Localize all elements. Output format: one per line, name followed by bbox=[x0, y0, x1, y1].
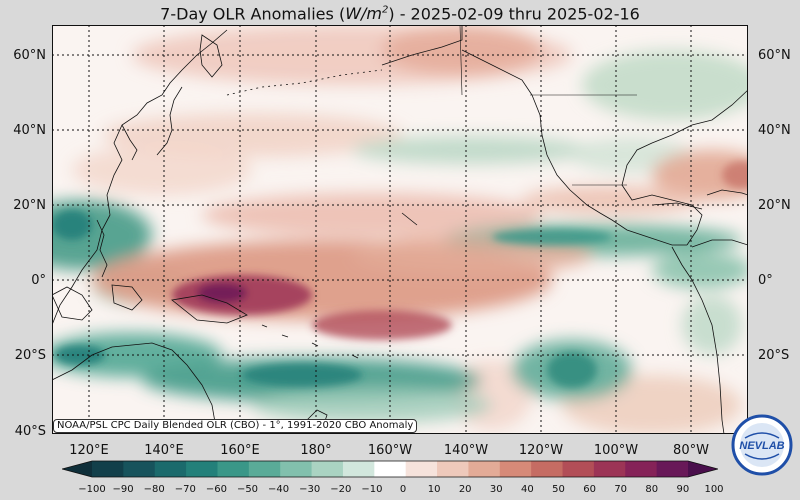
colorbar-min-extend bbox=[62, 461, 92, 477]
lat-label-20s-right: 20°S bbox=[758, 348, 790, 363]
lat-label-40s-left: 40°S bbox=[14, 424, 46, 439]
lon-label-120w: 120°W bbox=[518, 443, 564, 458]
colorbar-cell bbox=[468, 461, 501, 477]
colorbar-tick-label: 90 bbox=[676, 484, 690, 495]
colorbar-tick-label: 40 bbox=[521, 484, 534, 495]
lon-label-80w: 80°W bbox=[673, 443, 709, 458]
logo-text: NEVLAB bbox=[739, 440, 784, 452]
colorbar-cell bbox=[562, 461, 595, 477]
colorbar-cell bbox=[342, 461, 375, 477]
lon-label-140w: 140°W bbox=[443, 443, 489, 458]
colorbar-cell bbox=[92, 461, 124, 477]
lat-label-40n-left: 40°N bbox=[13, 123, 46, 138]
colorbar-cell bbox=[437, 461, 469, 477]
lon-label-160e: 160°E bbox=[220, 443, 260, 458]
title-prefix: 7-Day OLR Anomalies ( bbox=[160, 4, 346, 24]
title-suffix: ) - 2025-02-09 thru 2025-02-16 bbox=[388, 4, 640, 24]
nev-lab-logo: NEVLAB bbox=[731, 414, 793, 476]
borders bbox=[459, 25, 637, 186]
lon-label-100w: 100°W bbox=[593, 443, 639, 458]
lat-label-60n-right: 60°N bbox=[758, 48, 791, 63]
lat-label-20n-right: 20°N bbox=[758, 198, 791, 213]
colorbar-cell bbox=[217, 461, 250, 477]
colorbar-cell bbox=[656, 461, 689, 477]
colorbar-tick-label: −30 bbox=[299, 484, 321, 495]
lat-label-eq-right: 0° bbox=[758, 273, 773, 288]
colorbar-cell bbox=[154, 461, 187, 477]
lon-label-140e: 140°E bbox=[144, 443, 184, 458]
colorbar-cell bbox=[499, 461, 532, 477]
title-unit-exp: 2 bbox=[381, 5, 389, 16]
colorbar-cell bbox=[405, 461, 438, 477]
colorbar-tick-label: −70 bbox=[174, 484, 196, 495]
anomaly-field-cores bbox=[52, 161, 748, 388]
colorbar-cell bbox=[248, 461, 281, 477]
lat-label-60n-left: 60°N bbox=[13, 48, 46, 63]
colorbar-tick-label: 30 bbox=[489, 484, 503, 495]
colorbar-cell bbox=[374, 461, 407, 477]
colorbar-tick-label: −80 bbox=[143, 484, 165, 495]
colorbar-tick-label: −20 bbox=[330, 484, 352, 495]
colorbar-tick-label: −90 bbox=[112, 484, 134, 495]
colorbar-cell bbox=[123, 461, 156, 477]
lat-label-eq-left: 0° bbox=[31, 273, 46, 288]
colorbar-tick-label: −40 bbox=[268, 484, 290, 495]
map-title: 7-Day OLR Anomalies (W/m2) - 2025-02-09 … bbox=[0, 0, 800, 24]
title-unit-base: W/m bbox=[345, 4, 382, 24]
map-frame bbox=[52, 25, 748, 434]
colorbar bbox=[62, 460, 718, 478]
graticule bbox=[52, 25, 748, 434]
colorbar-tick-label: 0 bbox=[399, 484, 407, 495]
colorbar-tick-label: −60 bbox=[205, 484, 227, 495]
source-note: NOAA/PSL CPC Daily Blended OLR (CBO) - 1… bbox=[53, 419, 418, 433]
lat-label-20n-left: 20°N bbox=[13, 198, 46, 213]
colorbar-cell bbox=[311, 461, 344, 477]
colorbar-cell bbox=[625, 461, 658, 477]
colorbar-tick-label: 20 bbox=[458, 484, 472, 495]
lon-label-160w: 160°W bbox=[367, 443, 413, 458]
colorbar-outline bbox=[62, 460, 718, 478]
colorbar-tick-label: −100 bbox=[78, 484, 106, 495]
colorbar-cell bbox=[280, 461, 313, 477]
colorbar-tick-label: 10 bbox=[427, 484, 441, 495]
colorbar-tick-label: −50 bbox=[236, 484, 259, 495]
lon-label-120e: 120°E bbox=[69, 443, 109, 458]
colorbar-tick-label: 70 bbox=[614, 484, 628, 495]
olr-anomaly-map bbox=[52, 25, 748, 434]
lon-label-180: 180° bbox=[300, 443, 332, 458]
colorbar-tick-label: −10 bbox=[361, 484, 383, 495]
title-unit: W/m2 bbox=[345, 4, 388, 23]
colorbar-cell bbox=[186, 461, 218, 477]
lat-label-40n-right: 40°N bbox=[758, 123, 791, 138]
lat-label-20s-left: 20°S bbox=[14, 348, 46, 363]
colorbar-tick-label: 80 bbox=[645, 484, 659, 495]
colorbar-cell bbox=[593, 461, 626, 477]
colorbar-tick-label: 50 bbox=[552, 484, 565, 495]
colorbar-cell bbox=[531, 461, 564, 477]
colorbar-tick-label: 60 bbox=[583, 484, 596, 495]
colorbar-tick-label: 100 bbox=[704, 484, 724, 495]
colorbar-max-extend bbox=[688, 461, 718, 477]
